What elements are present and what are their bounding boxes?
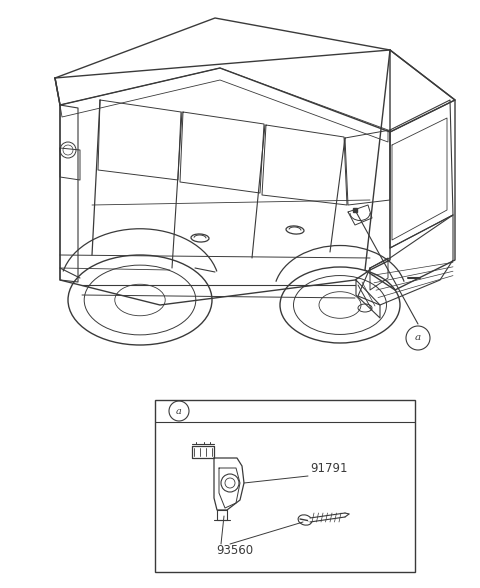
Text: 93560: 93560	[216, 543, 253, 556]
Bar	[155, 400, 415, 572]
Text: a: a	[176, 406, 182, 416]
Text: a: a	[415, 333, 421, 342]
Text: 91791: 91791	[310, 462, 348, 475]
